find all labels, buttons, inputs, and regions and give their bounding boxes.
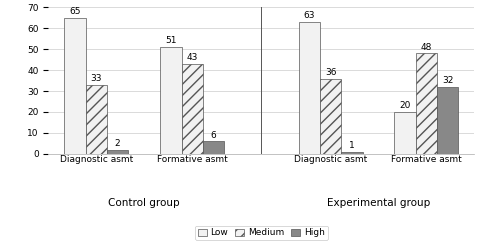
Bar — [341, 152, 363, 154]
Text: Control group: Control group — [108, 198, 180, 208]
Bar — [86, 85, 107, 154]
Text: 48: 48 — [421, 43, 432, 52]
Text: 1: 1 — [349, 141, 355, 150]
Text: 36: 36 — [325, 68, 336, 77]
Bar — [182, 64, 203, 154]
Text: 65: 65 — [69, 7, 81, 16]
Text: 32: 32 — [442, 76, 454, 85]
Text: 51: 51 — [165, 36, 177, 45]
Bar — [416, 53, 437, 154]
Text: 2: 2 — [115, 139, 121, 148]
Text: 43: 43 — [186, 53, 198, 62]
Legend: Low, Medium, High: Low, Medium, High — [195, 225, 328, 240]
Bar — [160, 47, 182, 154]
Bar — [394, 112, 416, 154]
Bar — [107, 150, 128, 154]
Text: 6: 6 — [211, 130, 216, 140]
Text: 63: 63 — [303, 11, 315, 20]
Bar — [320, 79, 341, 154]
Bar — [299, 22, 320, 154]
Text: 20: 20 — [399, 101, 411, 110]
Bar — [437, 87, 458, 154]
Bar — [64, 18, 86, 154]
Bar — [203, 141, 224, 154]
Text: Experimental group: Experimental group — [327, 198, 430, 208]
Text: 33: 33 — [91, 74, 102, 83]
